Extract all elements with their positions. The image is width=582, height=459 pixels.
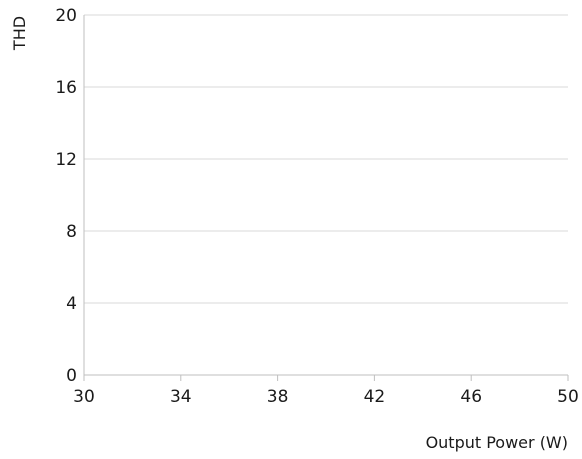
x-tick-label: 46 [460,387,482,407]
y-tick-label: 0 [66,366,77,386]
axes [83,15,569,381]
gridlines [84,14,568,304]
y-tick-label: 8 [66,222,77,242]
x-tick-label: 38 [267,387,289,407]
x-tick-label: 50 [557,387,579,407]
x-axis-title: Output Power (W) [426,433,568,452]
y-tick-label: 12 [55,150,77,170]
x-tick-label: 42 [364,387,386,407]
y-tick-label: 16 [55,78,77,98]
x-tick-label: 34 [170,387,192,407]
y-axis-title: THD [10,16,29,51]
y-tick-label: 20 [55,6,77,26]
x-tick-label: 30 [73,387,95,407]
y-tick-label: 4 [66,294,77,314]
x-tick-labels: 30 34 38 42 46 50 [73,387,579,407]
y-tick-labels: 0 4 8 12 16 20 [55,6,77,386]
